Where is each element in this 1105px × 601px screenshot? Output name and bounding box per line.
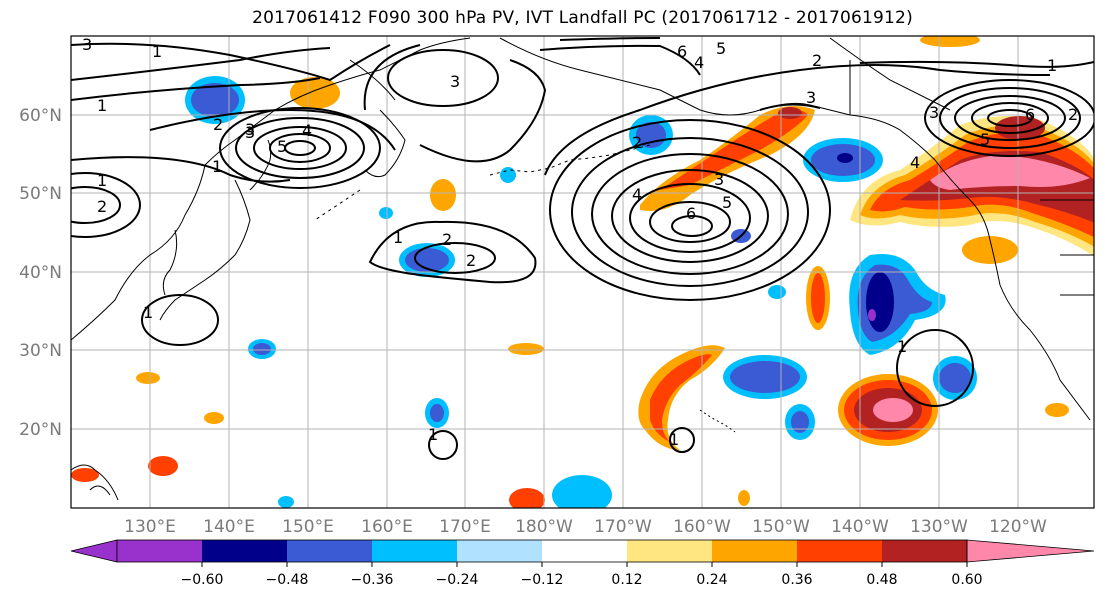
contour-label: 1 bbox=[897, 337, 907, 356]
contour-label: 6 bbox=[677, 42, 687, 61]
colorbar-extend-high bbox=[966, 539, 1095, 563]
colorbar-segment bbox=[542, 540, 627, 562]
contour-label: 2 bbox=[1068, 105, 1078, 124]
lon-label: 120°W bbox=[989, 517, 1047, 537]
latitude-labels: 60°N 50°N 40°N 30°N 20°N bbox=[19, 106, 62, 440]
contour-label: 5 bbox=[722, 193, 732, 212]
contour-label: 3 bbox=[806, 88, 816, 107]
contour-label: 6 bbox=[1025, 105, 1035, 124]
colorbar-tick: 0.12 bbox=[611, 572, 642, 588]
colorbar-segment bbox=[117, 540, 202, 562]
contour-label: 1 bbox=[97, 171, 107, 190]
lat-label: 60°N bbox=[19, 106, 62, 126]
colorbar-segment bbox=[882, 540, 967, 562]
contour-label: 4 bbox=[694, 53, 704, 72]
colorbar-tick: −0.12 bbox=[521, 572, 564, 588]
contour-label: 1 bbox=[212, 157, 222, 176]
longitude-labels: 130°E 140°E 150°E 160°E 170°E 180°W 170°… bbox=[124, 517, 1047, 537]
contour-label: 3 bbox=[450, 72, 460, 91]
contour-label: 3 bbox=[714, 170, 724, 189]
contour-label: 2 bbox=[466, 251, 476, 270]
contour-label: 3 bbox=[245, 120, 255, 139]
contour-label: 1 bbox=[97, 96, 107, 115]
contour-label: 3 bbox=[929, 103, 939, 122]
contour-label: 2 bbox=[213, 115, 223, 134]
contour-label: 1 bbox=[393, 228, 403, 247]
colorbar-segment bbox=[287, 540, 372, 562]
colorbar-tick: −0.60 bbox=[181, 572, 224, 588]
pv-contours bbox=[71, 37, 1094, 460]
colorbar-extend-low bbox=[70, 539, 118, 563]
colorbar-tick: 0.48 bbox=[866, 572, 897, 588]
colorbar-segment bbox=[202, 540, 287, 562]
contour-label: 3 bbox=[245, 123, 255, 142]
contour-label: 2 bbox=[97, 197, 107, 216]
lon-label: 150°W bbox=[752, 517, 810, 537]
lon-label: 170°W bbox=[594, 517, 652, 537]
contour-label: 2 bbox=[812, 51, 822, 70]
lat-label: 20°N bbox=[19, 420, 62, 440]
lat-label: 30°N bbox=[19, 341, 62, 361]
colorbar-tick: 0.60 bbox=[951, 572, 982, 588]
lon-label: 140°E bbox=[203, 517, 255, 537]
graticule bbox=[71, 36, 1094, 508]
lat-label: 50°N bbox=[19, 184, 62, 204]
colorbar-tick: −0.48 bbox=[266, 572, 309, 588]
lat-label: 40°N bbox=[19, 263, 62, 283]
colorbar-tick: 0.36 bbox=[781, 572, 812, 588]
map-border bbox=[70, 35, 1095, 509]
contour-label: 5 bbox=[277, 137, 287, 156]
contour-label: 2 bbox=[632, 133, 642, 152]
colorbar-tick: −0.24 bbox=[436, 572, 479, 588]
contour-label: 2 bbox=[442, 230, 452, 249]
contour-label: 1 bbox=[152, 42, 162, 61]
colorbar-segment bbox=[627, 540, 712, 562]
colorbar-segment bbox=[712, 540, 797, 562]
map-title: 2017061412 F090 300 hPa PV, IVT Landfall… bbox=[252, 8, 913, 28]
contour-label: 6 bbox=[686, 204, 696, 223]
colorbar-tick: 0.24 bbox=[696, 572, 727, 588]
coastlines bbox=[71, 37, 1094, 501]
contour-label: 4 bbox=[302, 121, 312, 140]
contour-label: 5 bbox=[980, 130, 990, 149]
contour-label: 1 bbox=[143, 303, 153, 322]
contour-labels: 3 1 6 5 4 2 1 1 3 3 1 2 3 4 5 1 1 2 2 2 … bbox=[82, 35, 1078, 449]
colorbar-segment bbox=[457, 540, 542, 562]
lon-label: 180°W bbox=[515, 517, 573, 537]
contour-label: 1 bbox=[669, 430, 679, 449]
colorbar-segment bbox=[372, 540, 457, 562]
contour-label: 5 bbox=[716, 39, 726, 58]
contour-label: 1 bbox=[428, 425, 438, 444]
lon-label: 140°W bbox=[831, 517, 889, 537]
lon-label: 130°E bbox=[124, 517, 176, 537]
lon-label: 170°E bbox=[439, 517, 491, 537]
colorbar-tick: −0.36 bbox=[351, 572, 394, 588]
contour-label: 1 bbox=[1047, 56, 1057, 75]
lon-label: 150°E bbox=[282, 517, 334, 537]
lon-label: 160°E bbox=[361, 517, 413, 537]
contour-label: 4 bbox=[632, 185, 642, 204]
colorbar-segment bbox=[797, 540, 882, 562]
contour-label: 3 bbox=[82, 35, 92, 54]
lon-label: 160°W bbox=[673, 517, 731, 537]
lon-label: 130°W bbox=[910, 517, 968, 537]
colorbar: −0.60 −0.48 −0.36 −0.24 −0.12 0.12 0.24 … bbox=[70, 539, 1095, 588]
contour-label: 4 bbox=[910, 153, 920, 172]
